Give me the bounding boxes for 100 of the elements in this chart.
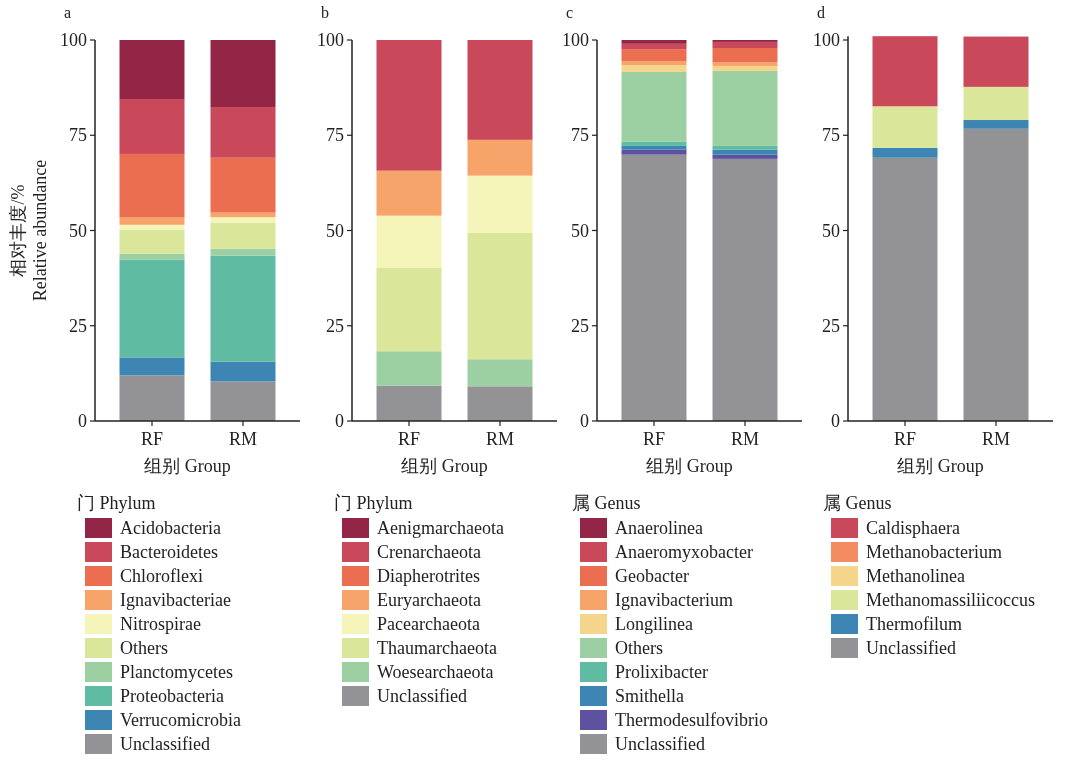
bar [963, 36, 1029, 87]
bar [963, 128, 1029, 421]
bar [712, 158, 778, 421]
legend-label: Ignavibacterium [615, 590, 733, 610]
bar [712, 145, 778, 150]
legend-title: 属 Genus [823, 493, 892, 513]
legend-label: Crenarchaeota [377, 542, 481, 562]
legend-label: Anaeromyxobacter [615, 542, 753, 562]
legend-label: Woesearchaeota [377, 662, 494, 682]
bar [467, 386, 533, 421]
bar [376, 215, 442, 268]
bar [712, 62, 778, 66]
x-tick-label: RF [140, 429, 164, 449]
bar [621, 154, 687, 421]
legend-label: Methanomassiliicoccus [866, 590, 1035, 610]
legend-label: Proteobacteria [120, 686, 224, 706]
legend-label: Chloroflexi [120, 566, 203, 586]
bar [119, 224, 185, 230]
x-tick-label: RM [981, 429, 1011, 449]
bar [963, 86, 1029, 121]
bar [621, 141, 687, 146]
bar [712, 149, 778, 155]
y-tick-label: 0 [78, 411, 87, 431]
x-tick-label: RM [228, 429, 258, 449]
bar [872, 147, 938, 158]
legend-label: Unclassified [866, 638, 956, 658]
bar [119, 99, 185, 154]
legend-label: Methanolinea [866, 566, 965, 586]
legend-label: Thermodesulfovibrio [615, 710, 768, 730]
bar [376, 351, 442, 386]
y-tick-label: 100 [813, 30, 840, 50]
chart-title: d [817, 4, 825, 21]
bar [119, 375, 185, 421]
bar [210, 217, 276, 223]
legend-label: Others [120, 638, 168, 658]
legend-label: Methanobacterium [866, 542, 1002, 562]
legend-label: Prolixibacter [615, 662, 708, 682]
y-tick-label: 75 [571, 125, 589, 146]
y-tick-label: 75 [69, 125, 87, 146]
y-tick-label: 75 [326, 125, 344, 146]
legend-label: Bacteroidetes [120, 542, 218, 562]
x-tick-label: RM [730, 429, 760, 449]
bar [119, 229, 185, 254]
y-axis-title: 相对丰度/% Relative abundance [8, 159, 50, 302]
legend-label: Euryarchaeota [377, 590, 481, 610]
y-tick-label: 25 [69, 315, 87, 336]
y-tick-label: 0 [831, 411, 840, 431]
chart-title: a [64, 4, 72, 21]
bar [119, 259, 185, 358]
x-axis-title: 组别 Group [646, 456, 733, 476]
x-tick-label: RF [642, 429, 666, 449]
y-tick-label: 0 [580, 411, 589, 431]
bar [376, 385, 442, 421]
bar [119, 357, 185, 376]
y-tick-label: 75 [822, 125, 840, 146]
bar [712, 41, 778, 48]
y-tick-label: 100 [60, 30, 87, 50]
bar [621, 40, 687, 44]
bar [210, 248, 276, 256]
legend-label: Verrucomicrobia [120, 710, 241, 730]
x-axis-title: 组别 Group [897, 456, 984, 476]
bar [872, 107, 938, 148]
y-tick-label: 50 [571, 220, 589, 241]
y-tick-label: 25 [822, 315, 840, 336]
legend-label: Aenigmarchaeota [377, 518, 504, 538]
bar [210, 381, 276, 421]
bar [621, 60, 687, 66]
legend-label: Others [615, 638, 663, 658]
legend-label: Diapherotrites [377, 566, 480, 586]
bar [119, 153, 185, 218]
y-tick-label: 100 [562, 30, 589, 50]
bar [712, 70, 778, 146]
bar [467, 139, 533, 176]
chart-title: c [566, 4, 574, 21]
x-axis-title: 组别 Group [144, 456, 231, 476]
bar [467, 175, 533, 233]
bar [210, 222, 276, 249]
bar [872, 157, 938, 421]
legend-label: Caldisphaera [866, 518, 960, 538]
bar [376, 170, 442, 216]
y-tick-label: 0 [335, 411, 344, 431]
legend-label: Unclassified [615, 734, 705, 754]
bar [963, 120, 1029, 129]
bar [621, 49, 687, 61]
y-tick-label: 50 [822, 220, 840, 241]
bar [210, 255, 276, 362]
legend-label: Pacearchaeota [377, 614, 480, 634]
y-tick-label: 100 [317, 30, 344, 50]
bar [712, 154, 778, 159]
bar [210, 157, 276, 213]
bar [712, 48, 778, 63]
bar [467, 232, 533, 360]
bar [621, 149, 687, 155]
bar [376, 267, 442, 352]
x-axis-title: 组别 Group [401, 456, 488, 476]
bar [712, 65, 778, 71]
y-tick-label: 25 [571, 315, 589, 336]
y-tick-label: 50 [69, 220, 87, 241]
legend-label: Geobacter [615, 566, 689, 586]
x-tick-label: RM [485, 429, 515, 449]
